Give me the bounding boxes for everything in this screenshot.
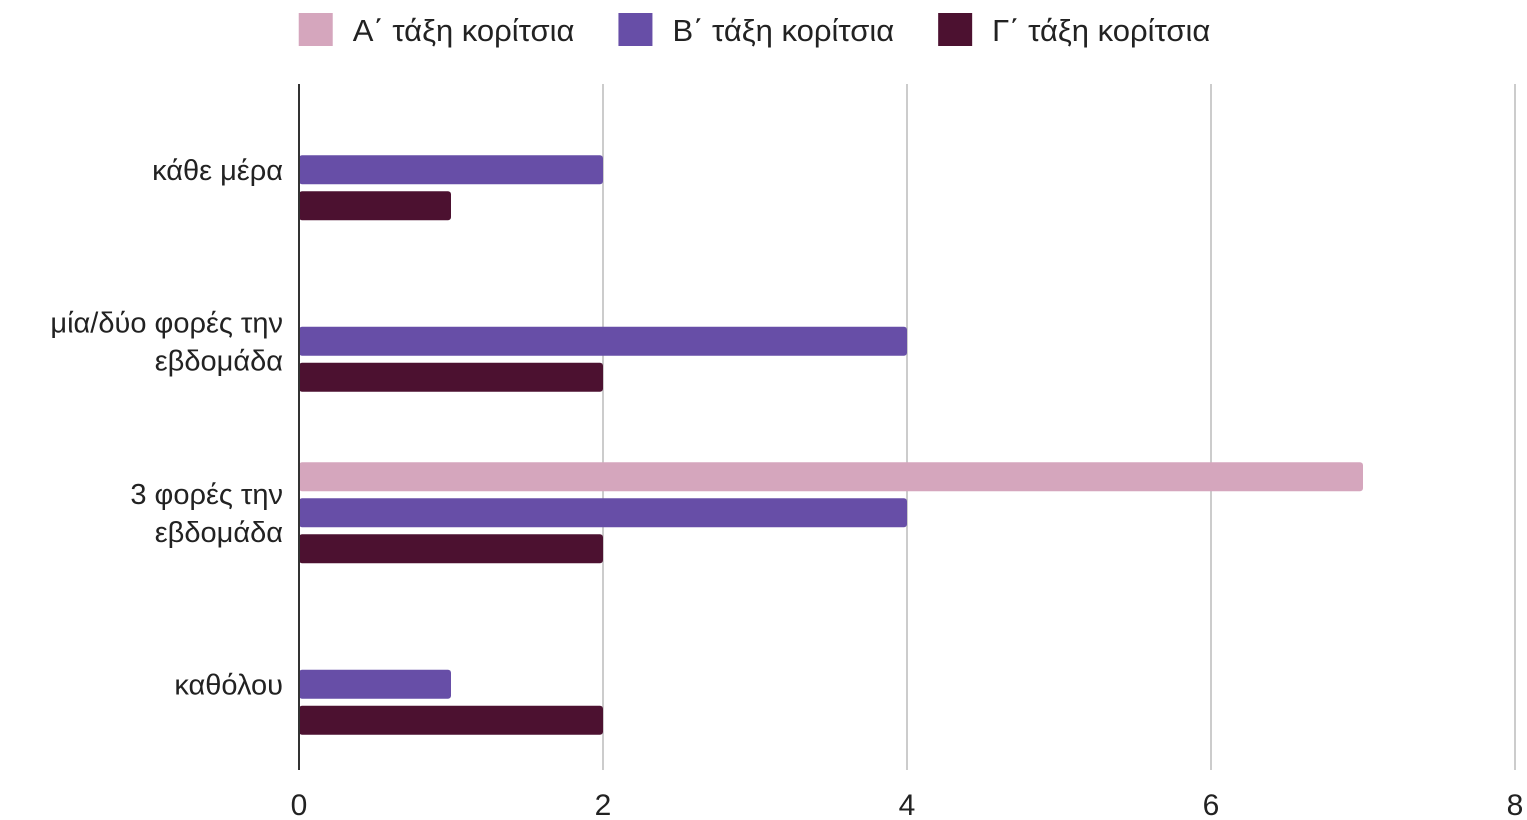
- legend-item: Α΄ τάξη κορίτσια: [298, 13, 575, 48]
- bar: [299, 191, 451, 221]
- gridlines: [602, 84, 1516, 770]
- legend: Α΄ τάξη κορίτσια Β΄ τάξη κορίτσια Γ΄ τάξη …: [298, 13, 1210, 48]
- bars: [299, 155, 1363, 735]
- category-label-line: καθόλου: [174, 669, 283, 701]
- category-label-line: εβδομάδα: [155, 345, 283, 377]
- x-tick-label: 6: [1203, 789, 1220, 820]
- x-tick-label: 4: [899, 789, 916, 820]
- legend-item: Β΄ τάξη κορίτσια: [618, 13, 894, 48]
- category-label-line: 3 φορές την: [130, 479, 283, 511]
- bar: [299, 498, 907, 528]
- legend-swatch: [618, 13, 653, 46]
- bar: [299, 155, 603, 185]
- legend-label: Γ΄ τάξη κορίτσια: [992, 13, 1210, 48]
- legend-label: Α΄ τάξη κορίτσια: [353, 13, 575, 48]
- legend-item: Γ΄ τάξη κορίτσια: [938, 13, 1210, 48]
- bar: [299, 534, 603, 564]
- category-label: μία/δύο φορές την εβδομάδα: [50, 307, 283, 377]
- bar: [299, 669, 451, 699]
- bar: [299, 705, 603, 735]
- legend-swatch: [938, 13, 973, 46]
- category-label: καθόλου: [174, 669, 283, 701]
- bar: [299, 362, 603, 392]
- legend-label: Β΄ τάξη κορίτσια: [672, 13, 894, 48]
- bar: [299, 462, 1363, 492]
- x-tick-label: 2: [595, 789, 612, 820]
- category-label: κάθε μέρα: [152, 155, 283, 187]
- x-axis-ticks: 0 2 4 6 8: [291, 789, 1524, 820]
- legend-swatch: [298, 13, 333, 46]
- category-label-line: μία/δύο φορές την: [50, 307, 283, 339]
- category-label-line: εβδομάδα: [155, 517, 283, 549]
- x-tick-label: 8: [1507, 789, 1524, 820]
- category-label: 3 φορές την εβδομάδα: [130, 479, 283, 549]
- x-tick-label: 0: [291, 789, 308, 820]
- category-label-line: κάθε μέρα: [152, 155, 283, 187]
- bar: [299, 326, 907, 356]
